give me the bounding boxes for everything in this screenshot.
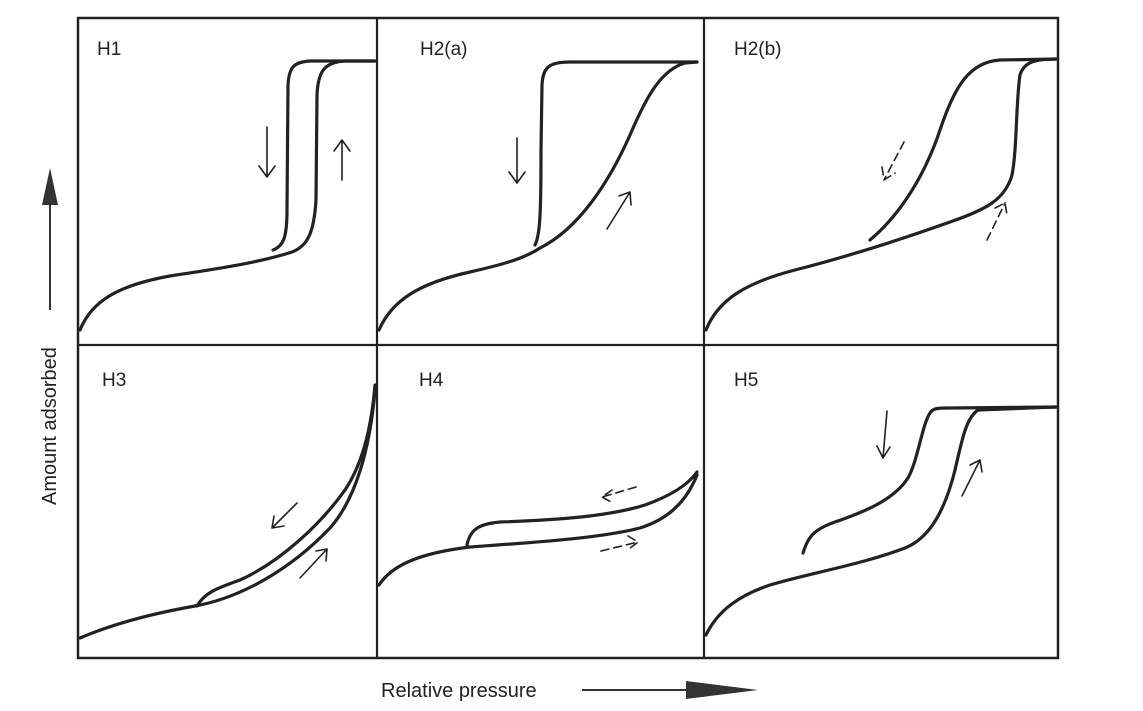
h2a-desorption-arrow	[508, 137, 526, 184]
h5-adsorption-arrow	[961, 459, 983, 497]
h2b-desorption-branch	[868, 57, 1058, 242]
y-axis-label: Amount adsorbed	[39, 347, 61, 505]
h3-desorption-arrow	[271, 502, 298, 529]
panel-h4: H4	[377, 370, 699, 587]
h4-adsorption-branch	[377, 473, 699, 587]
h3-adsorption-arrow	[299, 548, 328, 579]
panel-h3: H3	[78, 370, 377, 640]
h1-adsorption-branch	[78, 59, 377, 332]
panel-h1: H1	[78, 39, 377, 332]
x-axis-indicator: Relative pressure	[381, 680, 758, 702]
x-axis-arrow-head	[686, 681, 758, 699]
h1-desorption-branch	[271, 59, 377, 252]
panel-h2a: H2(a)	[377, 39, 699, 332]
x-axis-label: Relative pressure	[381, 680, 537, 702]
panel-h5: H5	[704, 370, 1058, 637]
h2a-adsorption-arrow	[606, 191, 632, 230]
h2a-desorption-branch	[533, 60, 699, 247]
h4-desorption-arrow	[601, 486, 637, 504]
panel-label-h3: H3	[102, 370, 126, 391]
h4-adsorption-arrow	[600, 535, 639, 552]
h3-adsorption-branch	[78, 388, 377, 640]
h5-desorption-arrow	[876, 410, 891, 459]
panel-label-h2a: H2(a)	[420, 39, 468, 60]
h1-desorption-arrow	[258, 126, 276, 178]
h2b-desorption-arrow	[881, 141, 905, 181]
h4-desorption-branch	[465, 470, 699, 547]
h1-adsorption-arrow	[333, 139, 351, 181]
y-axis-arrow-head	[42, 168, 58, 205]
h2b-adsorption-branch	[704, 57, 1058, 332]
h2a-adsorption-branch	[377, 60, 699, 332]
panel-label-h2b: H2(b)	[734, 39, 782, 60]
h5-adsorption-branch	[704, 405, 1058, 637]
panel-h2b: H2(b)	[704, 39, 1058, 332]
h5-desorption-branch	[801, 405, 1058, 555]
panel-label-h1: H1	[97, 39, 121, 60]
panel-label-h5: H5	[734, 370, 758, 391]
panel-label-h4: H4	[419, 370, 444, 391]
y-axis-indicator: Amount adsorbed	[39, 168, 61, 505]
figure-frame	[76, 16, 1060, 660]
h2b-adsorption-arrow	[986, 202, 1008, 241]
h3-desorption-branch	[195, 383, 377, 608]
